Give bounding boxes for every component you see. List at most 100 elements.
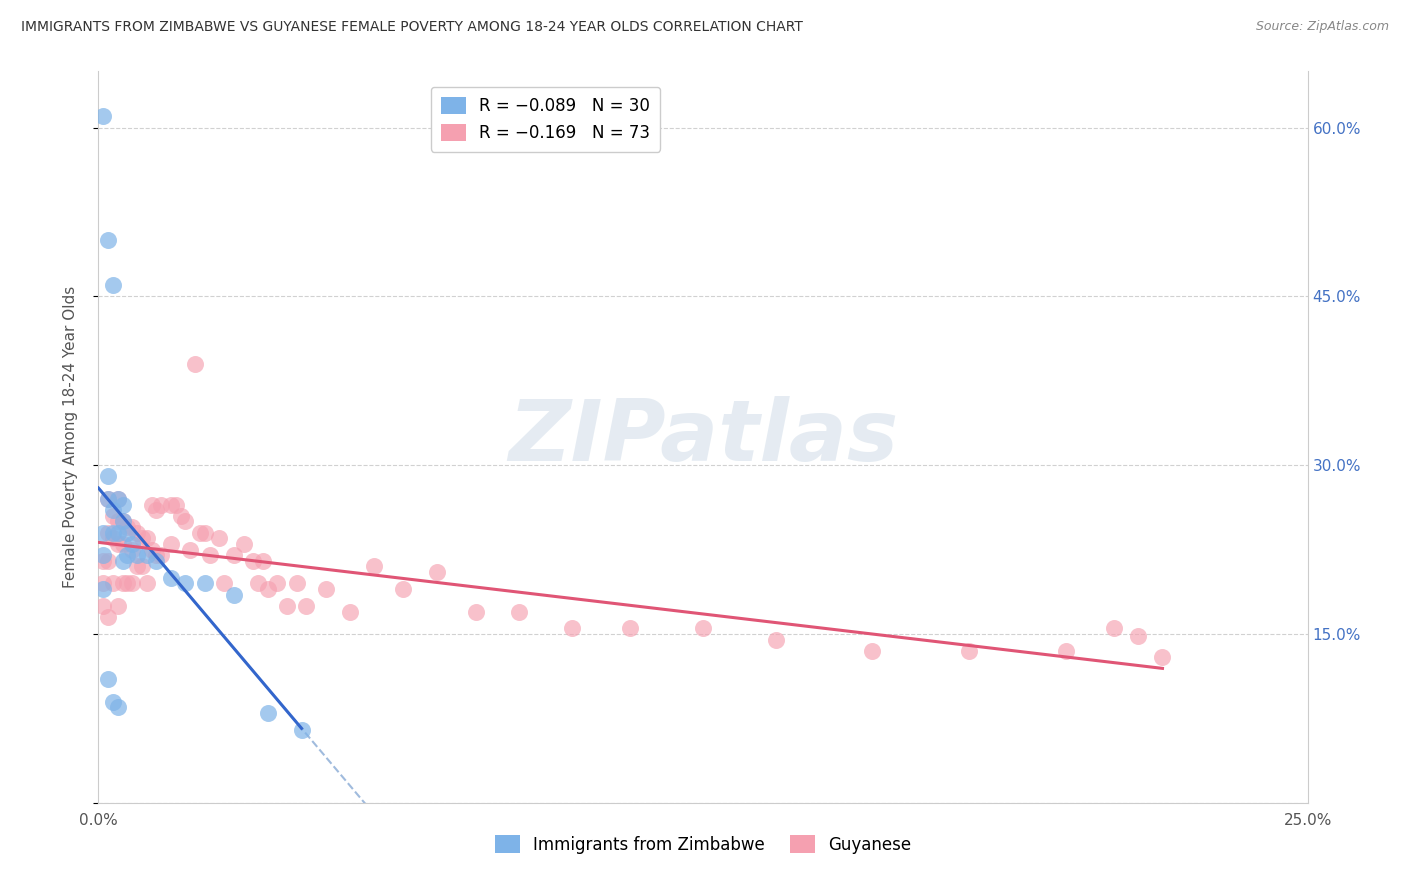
Point — [107, 491, 129, 506]
Point — [141, 542, 163, 557]
Point — [174, 576, 197, 591]
Point — [1128, 629, 1150, 643]
Point — [97, 491, 120, 506]
Point — [256, 706, 278, 720]
Point — [91, 576, 114, 591]
Point — [131, 559, 153, 574]
Point — [295, 599, 318, 613]
Point — [107, 491, 129, 506]
Legend: Immigrants from Zimbabwe, Guyanese: Immigrants from Zimbabwe, Guyanese — [488, 829, 918, 860]
Point — [117, 520, 139, 534]
Point — [91, 599, 114, 613]
Point — [107, 599, 129, 613]
Point — [101, 278, 124, 293]
Point — [619, 621, 641, 635]
Point — [117, 548, 139, 562]
Point — [145, 503, 167, 517]
Point — [117, 525, 139, 540]
Point — [150, 498, 173, 512]
Point — [111, 498, 134, 512]
Text: ZIPatlas: ZIPatlas — [508, 395, 898, 479]
Point — [464, 605, 486, 619]
Point — [141, 498, 163, 512]
Point — [363, 559, 385, 574]
Point — [107, 700, 129, 714]
Y-axis label: Female Poverty Among 18-24 Year Olds: Female Poverty Among 18-24 Year Olds — [63, 286, 77, 588]
Point — [107, 537, 129, 551]
Point — [194, 525, 217, 540]
Point — [339, 605, 361, 619]
Point — [222, 548, 245, 562]
Point — [508, 605, 530, 619]
Point — [160, 498, 183, 512]
Point — [91, 525, 114, 540]
Point — [101, 576, 124, 591]
Point — [160, 571, 183, 585]
Point — [165, 498, 187, 512]
Point — [97, 491, 120, 506]
Point — [242, 554, 264, 568]
Point — [285, 576, 308, 591]
Point — [135, 532, 157, 546]
Point — [150, 548, 173, 562]
Point — [97, 554, 120, 568]
Point — [1054, 644, 1077, 658]
Point — [107, 525, 129, 540]
Point — [97, 525, 120, 540]
Point — [101, 508, 124, 523]
Point — [121, 576, 143, 591]
Point — [101, 525, 124, 540]
Point — [97, 469, 120, 483]
Point — [111, 554, 134, 568]
Point — [121, 537, 143, 551]
Point — [184, 357, 207, 371]
Text: IMMIGRANTS FROM ZIMBABWE VS GUYANESE FEMALE POVERTY AMONG 18-24 YEAR OLDS CORREL: IMMIGRANTS FROM ZIMBABWE VS GUYANESE FEM… — [21, 20, 803, 34]
Point — [127, 559, 149, 574]
Point — [97, 233, 120, 247]
Point — [860, 644, 883, 658]
Point — [247, 576, 270, 591]
Point — [198, 548, 221, 562]
Point — [101, 694, 124, 708]
Point — [111, 515, 134, 529]
Point — [194, 576, 217, 591]
Point — [91, 548, 114, 562]
Point — [315, 582, 337, 596]
Point — [117, 576, 139, 591]
Point — [121, 542, 143, 557]
Point — [212, 576, 235, 591]
Point — [111, 515, 134, 529]
Point — [91, 582, 114, 596]
Point — [135, 548, 157, 562]
Point — [111, 537, 134, 551]
Text: Source: ZipAtlas.com: Source: ZipAtlas.com — [1256, 20, 1389, 33]
Point — [392, 582, 415, 596]
Point — [97, 672, 120, 686]
Point — [256, 582, 278, 596]
Point — [91, 109, 114, 123]
Point — [145, 554, 167, 568]
Point — [169, 508, 191, 523]
Point — [179, 542, 201, 557]
Point — [276, 599, 298, 613]
Point — [111, 576, 134, 591]
Point — [232, 537, 254, 551]
Point — [692, 621, 714, 635]
Point — [290, 723, 312, 737]
Point — [127, 548, 149, 562]
Point — [1152, 649, 1174, 664]
Point — [101, 532, 124, 546]
Point — [222, 588, 245, 602]
Point — [1102, 621, 1125, 635]
Point — [101, 503, 124, 517]
Point — [188, 525, 211, 540]
Point — [174, 515, 197, 529]
Point — [127, 525, 149, 540]
Point — [91, 554, 114, 568]
Point — [107, 515, 129, 529]
Point — [957, 644, 980, 658]
Point — [561, 621, 583, 635]
Point — [135, 576, 157, 591]
Point — [208, 532, 231, 546]
Point — [252, 554, 274, 568]
